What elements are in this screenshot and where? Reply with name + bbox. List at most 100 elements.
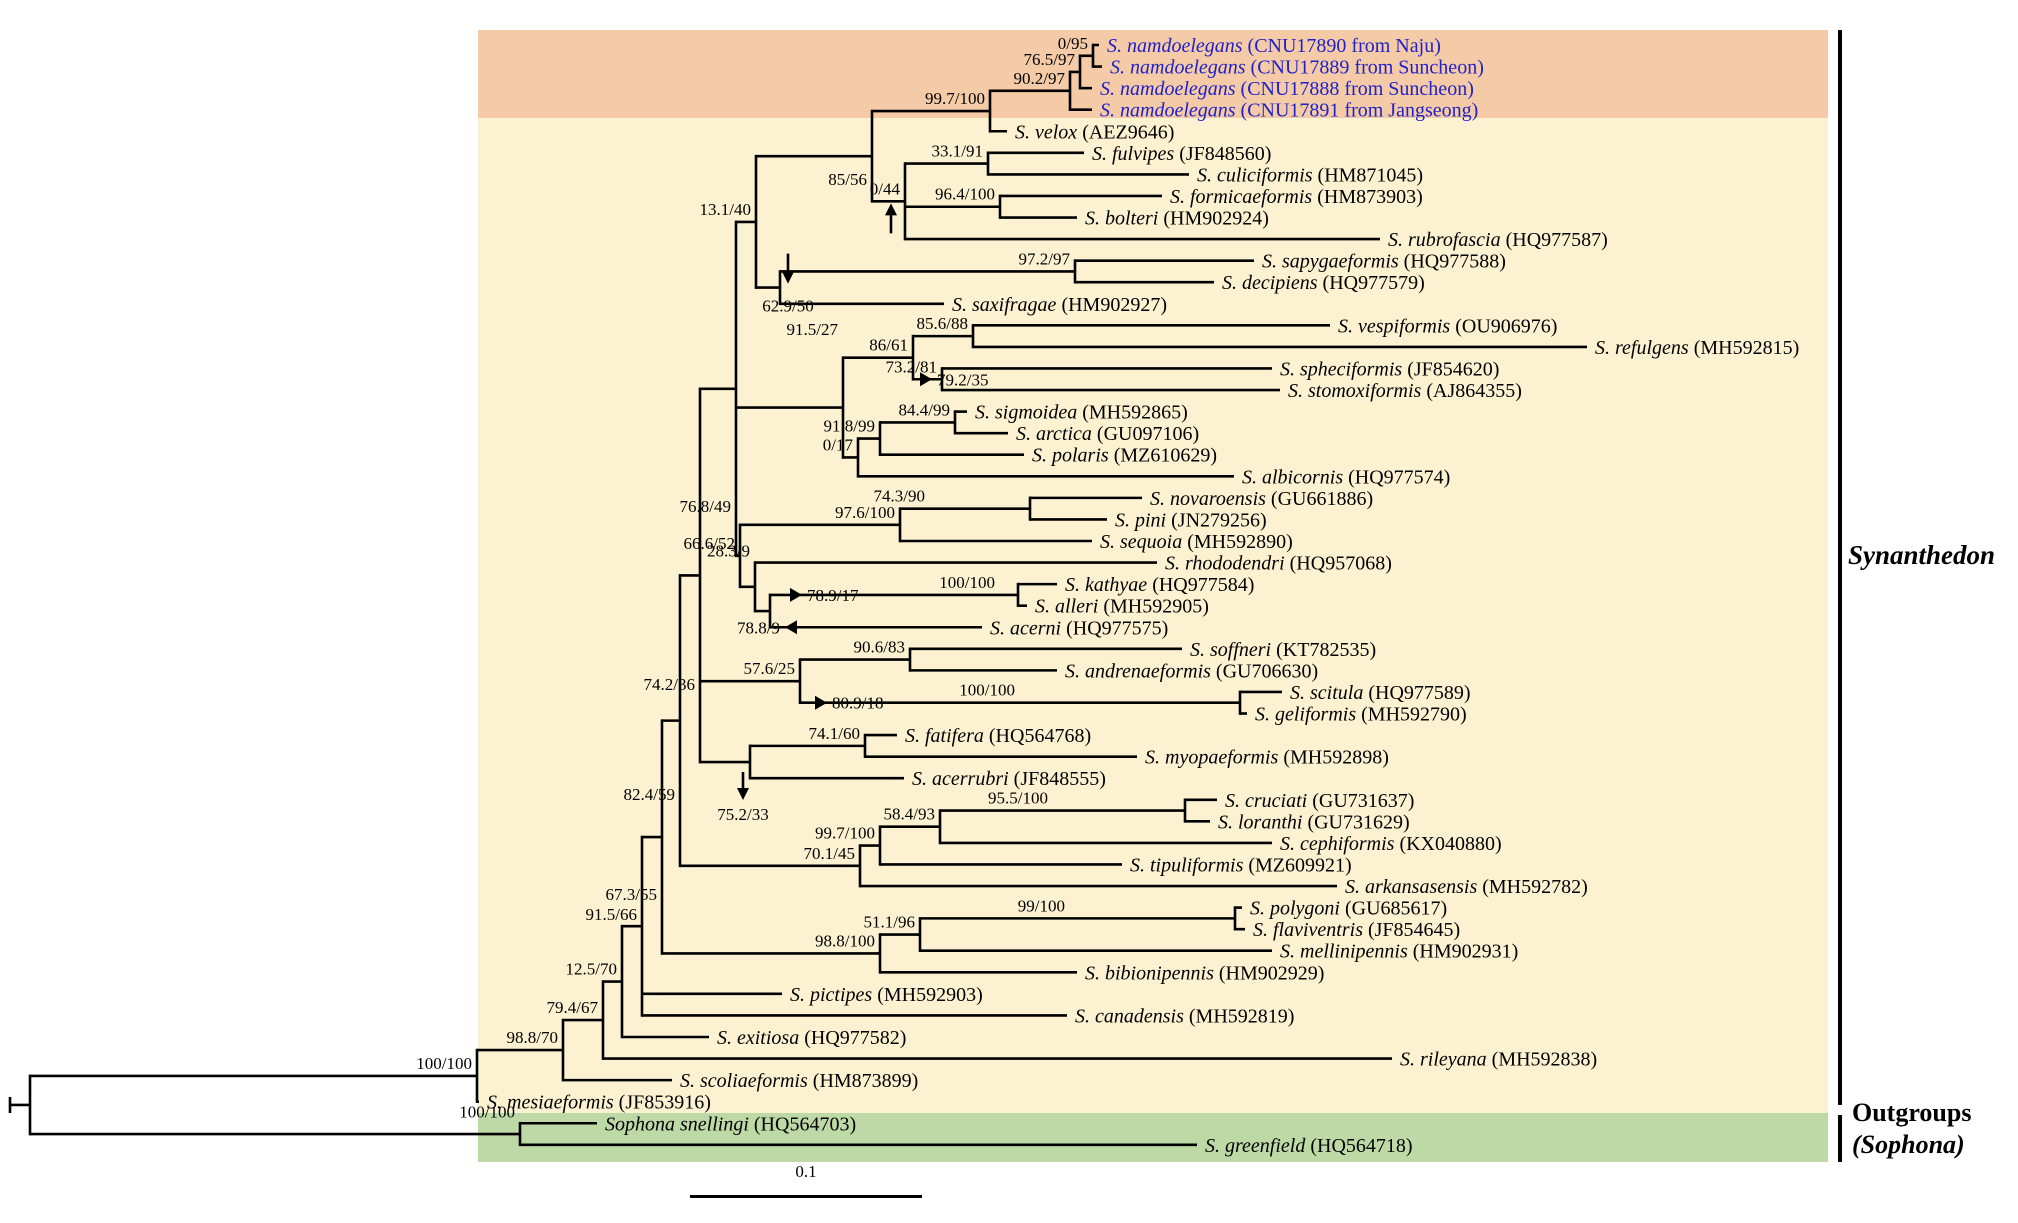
taxon-label: S. alleri (MH592905) [1035, 596, 1209, 618]
support-value: 0/44 [870, 179, 901, 198]
support-value: 74.2/36 [644, 675, 695, 694]
support-value: 99/100 [1018, 896, 1065, 915]
taxon-label: S. formicaeformis (HM873903) [1170, 186, 1423, 208]
node-arrow-icon [920, 372, 932, 387]
taxon-label: S. namdoelegans (CNU17891 from Jangseong… [1100, 100, 1478, 122]
support-value: 96.4/100 [935, 185, 995, 204]
taxon-label: S. bolteri (HM902924) [1085, 208, 1269, 230]
support-value: 79.4/67 [547, 998, 599, 1017]
support-value: 67.3/55 [606, 885, 657, 904]
taxon-label: S. exitiosa (HQ977582) [717, 1027, 906, 1049]
support-value: 97.2/97 [1019, 249, 1071, 268]
taxon-label: S. cephiformis (KX040880) [1280, 833, 1502, 855]
taxon-label: S. arctica (GU097106) [1016, 423, 1199, 445]
support-value: 57.6/25 [744, 659, 795, 678]
support-value: 91.5/27 [787, 320, 839, 339]
taxon-label: S. polygoni (GU685617) [1250, 898, 1447, 920]
taxon-label: S. vespiformis (OU906976) [1338, 315, 1557, 337]
support-value: 82.4/59 [624, 785, 675, 804]
support-value: 84.4/99 [899, 400, 950, 419]
support-value: 90.6/83 [854, 638, 905, 657]
node-arrow-icon [790, 587, 802, 602]
support-value: 74.3/90 [874, 487, 925, 506]
support-value: 97.6/100 [835, 503, 895, 522]
scale-bar-label: 0.1 [795, 1162, 817, 1181]
taxon-label: S. sapygaeformis (HQ977588) [1262, 251, 1506, 273]
taxon-label: S. scitula (HQ977589) [1290, 682, 1471, 704]
taxon-label: S. andrenaeformis (GU706630) [1065, 660, 1318, 682]
node-arrow-icon [885, 203, 897, 216]
support-value: 85/56 [828, 170, 867, 189]
support-value: 80.9/18 [832, 694, 883, 713]
scale-bar [690, 1195, 922, 1198]
taxon-label: S. spheciformis (JF854620) [1280, 358, 1499, 380]
support-value: 78.9/17 [807, 586, 859, 605]
support-value: 98.8/100 [815, 931, 875, 950]
bracket-outgroups [1838, 1115, 1842, 1162]
support-value: 100/100 [416, 1054, 472, 1073]
taxon-label: S. flaviventris (JF854645) [1253, 919, 1460, 941]
support-value: 28.3/9 [707, 542, 750, 561]
taxon-label: S. acerrubri (JF848555) [912, 768, 1106, 790]
taxon-label: S. stomoxiformis (AJ864355) [1288, 380, 1522, 402]
taxon-label: S. greenfield (HQ564718) [1205, 1135, 1413, 1157]
bracket-synanthedon [1838, 30, 1842, 1105]
taxon-label: S. rubrofascia (HQ977587) [1388, 229, 1608, 251]
support-value: 86/61 [869, 336, 908, 355]
support-value: 78.8/9 [737, 618, 780, 637]
taxon-label: S. acerni (HQ977575) [990, 617, 1168, 639]
taxon-label: S. tipuliformis (MZ609921) [1130, 854, 1352, 876]
taxon-label: S. decipiens (HQ977579) [1222, 272, 1425, 294]
support-value: 100/100 [959, 681, 1015, 700]
taxon-label: S. namdoelegans (CNU17889 from Suncheon) [1110, 57, 1484, 79]
taxon-label: S. albicornis (HQ977574) [1242, 466, 1450, 488]
band-outgroup [478, 1113, 1828, 1162]
support-value: 0/95 [1058, 34, 1088, 53]
support-value: 91.8/99 [824, 417, 875, 436]
support-value: 90.2/97 [1014, 69, 1066, 88]
taxon-label: S. kathyae (HQ977584) [1065, 574, 1254, 596]
taxon-label: S. velox (AEZ9646) [1015, 121, 1174, 143]
support-value: 0/17 [823, 435, 854, 454]
taxon-label: S. novaroensis (GU661886) [1150, 488, 1373, 510]
support-value: 100/100 [939, 573, 995, 592]
taxon-label: S. pini (JN279256) [1115, 509, 1267, 531]
support-value: 100/100 [459, 1102, 515, 1121]
taxon-label: Sophona snellingi (HQ564703) [605, 1113, 856, 1135]
support-value: 91.5/66 [586, 905, 637, 924]
taxon-label: S. namdoelegans (CNU17888 from Suncheon) [1100, 78, 1474, 100]
taxon-label: S. namdoelegans (CNU17890 from Naju) [1107, 35, 1441, 57]
support-value: 95.5/100 [988, 789, 1048, 808]
support-value: 76.8/49 [680, 497, 731, 516]
taxon-label: S. scoliaeformis (HM873899) [680, 1070, 918, 1092]
taxon-label: S. mellinipennis (HM902931) [1280, 941, 1518, 963]
taxon-label: S. culiciformis (HM871045) [1197, 164, 1423, 186]
support-value: 79.2/35 [937, 370, 988, 389]
taxon-label: S. arkansasensis (MH592782) [1345, 876, 1588, 898]
support-value: 58.4/93 [884, 805, 935, 824]
support-value: 13.1/40 [700, 200, 751, 219]
clade-label-synanthedon: Synanthedon [1848, 540, 1996, 570]
clade-label-sophona: (Sophona) [1852, 1130, 1965, 1159]
taxon-label: S. sigmoidea (MH592865) [975, 402, 1188, 424]
support-value: 62.9/50 [762, 297, 813, 316]
taxon-label: S. sequoia (MH592890) [1100, 531, 1293, 553]
taxon-label: S. myopaeformis (MH592898) [1145, 747, 1389, 769]
taxon-label: S. geliformis (MH592790) [1255, 704, 1467, 726]
band-new-species-clade [478, 30, 1828, 118]
taxon-label: S. soffneri (KT782535) [1190, 639, 1376, 661]
support-value: 70.1/45 [804, 844, 855, 863]
support-value: 74.1/60 [809, 724, 860, 743]
taxon-label: S. bibionipennis (HM902929) [1085, 962, 1324, 984]
taxon-label: S. fatifera (HQ564768) [905, 725, 1091, 747]
node-arrow-icon [782, 271, 794, 284]
node-arrow-icon [737, 788, 749, 801]
clade-label-outgroups: Outgroups [1852, 1098, 1972, 1127]
taxon-label: S. loranthi (GU731629) [1218, 811, 1410, 833]
support-value: 12.5/70 [566, 960, 617, 979]
taxon-label: S. pictipes (MH592903) [790, 984, 983, 1006]
taxon-label: S. fulvipes (JF848560) [1092, 143, 1271, 165]
taxon-label: S. cruciati (GU731637) [1225, 790, 1414, 812]
